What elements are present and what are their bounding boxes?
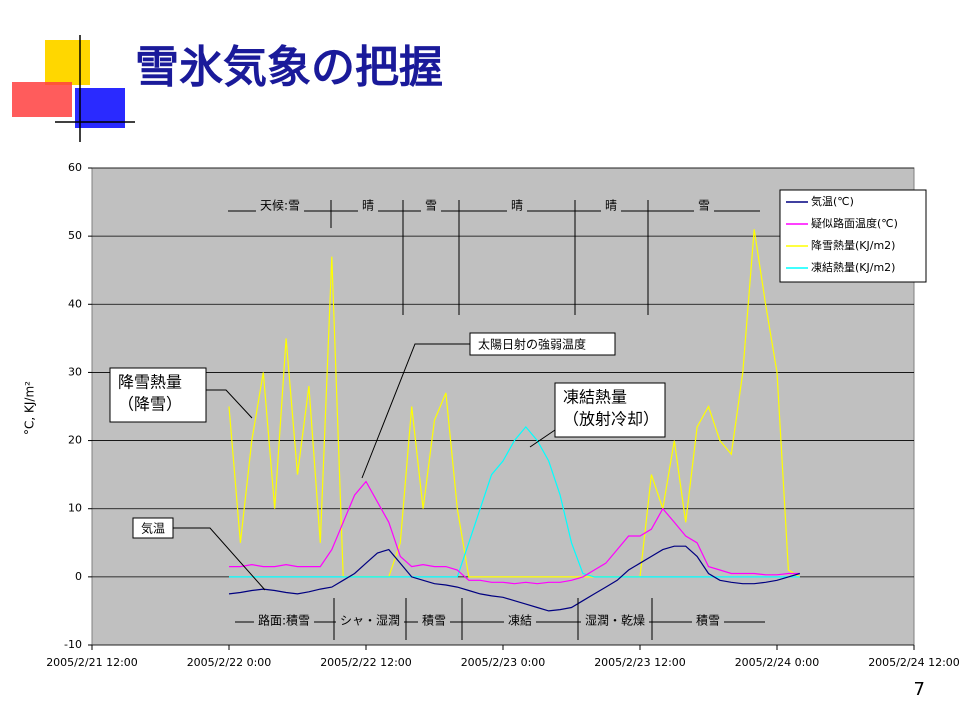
callout-box <box>132 517 174 539</box>
series-line <box>228 229 801 578</box>
callout-text: （降雪） <box>118 395 182 414</box>
x-tick-label: 2005/2/24 0:00 <box>735 656 820 669</box>
weather-label: 晴 <box>605 199 617 213</box>
x-tick-label: 2005/2/23 12:00 <box>594 656 686 669</box>
callout-leader <box>361 343 470 479</box>
legend-label: 凍結熱量(KJ/m2) <box>811 260 895 274</box>
road-label: シャ・湿潤 <box>340 613 400 628</box>
callout-leader <box>206 389 253 419</box>
label-bg <box>357 198 379 215</box>
road-label: 積雪 <box>696 613 720 628</box>
label-bg <box>600 198 622 215</box>
road-label: 積雪 <box>422 613 446 628</box>
label-bg <box>417 612 451 630</box>
series-line <box>229 425 800 578</box>
y-tick-label: 30 <box>68 365 82 378</box>
weather-label: 晴 <box>511 199 523 213</box>
y-axis-label: °C, KJ/m² <box>23 381 37 435</box>
legend-label: 疑似路面温度(℃) <box>811 216 898 230</box>
label-bg <box>253 612 315 630</box>
road-label: 路面:積雪 <box>258 613 310 628</box>
label-bg <box>420 198 442 215</box>
label-bg <box>506 198 528 215</box>
y-tick-label: -10 <box>64 638 82 651</box>
callout-box <box>109 367 207 423</box>
page-number: 7 <box>914 679 925 700</box>
legend-label: 降雪熱量(KJ/m2) <box>811 238 895 252</box>
label-bg <box>693 198 715 215</box>
weather-label: 晴 <box>362 199 374 213</box>
label-bg <box>503 612 537 630</box>
slide-title: 雪氷気象の把握 <box>135 42 443 93</box>
slide-logo <box>12 35 135 142</box>
y-tick-label: 50 <box>68 229 82 242</box>
logo-square <box>45 40 90 85</box>
callout-text: 凍結熱量 <box>563 388 627 407</box>
weather-label: 天候:雪 <box>260 199 300 213</box>
road-label: 湿潤・乾燥 <box>585 613 645 628</box>
y-tick-label: 60 <box>68 161 82 174</box>
y-tick-label: 40 <box>68 297 82 310</box>
y-tick-label: 20 <box>68 434 82 447</box>
callout-box <box>554 382 666 438</box>
legend-label: 気温(℃) <box>811 194 854 208</box>
x-tick-label: 2005/2/23 0:00 <box>461 656 546 669</box>
weather-label: 雪 <box>425 199 437 213</box>
x-tick-label: 2005/2/21 12:00 <box>46 656 138 669</box>
weather-label: 雪 <box>698 199 710 213</box>
callout-text: 気温 <box>141 521 165 536</box>
series-line <box>228 545 800 612</box>
label-bg <box>580 612 650 630</box>
callout-box <box>469 332 616 356</box>
callout-text: （放射冷却） <box>563 410 659 429</box>
y-tick-label: 10 <box>68 502 82 515</box>
logo-square <box>12 82 72 117</box>
label-bg <box>335 612 405 630</box>
callout-leader <box>529 429 556 448</box>
road-label: 凍結 <box>508 614 532 628</box>
x-tick-label: 2005/2/24 12:00 <box>868 656 960 669</box>
y-tick-label: 0 <box>75 570 82 583</box>
callout-leader <box>173 527 266 591</box>
series-line <box>229 480 800 585</box>
callout-text: 太陽日射の強弱温度 <box>478 337 586 352</box>
legend-box <box>779 189 927 283</box>
x-tick-label: 2005/2/22 0:00 <box>187 656 272 669</box>
x-tick-label: 2005/2/22 12:00 <box>320 656 412 669</box>
label-bg <box>255 198 305 215</box>
callout-text: 降雪熱量 <box>118 373 182 392</box>
label-bg <box>691 612 725 630</box>
